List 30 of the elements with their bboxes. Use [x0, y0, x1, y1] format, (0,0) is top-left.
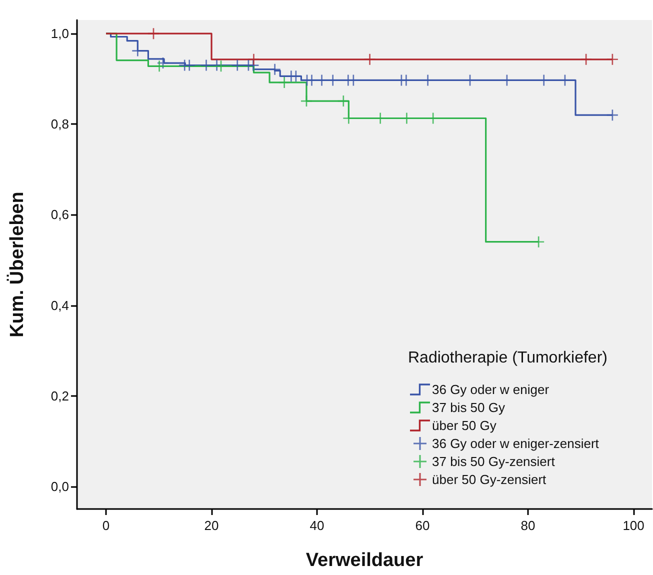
- x-tick-label: 20: [204, 518, 219, 533]
- legend-label: 37 bis 50 Gy: [432, 400, 506, 415]
- y-tick-label: 0,8: [50, 116, 69, 132]
- legend-label: 37 bis 50 Gy-zensiert: [432, 454, 556, 469]
- point: [200, 60, 212, 71]
- legend-label: über 50 Gy-zensiert: [432, 472, 547, 487]
- point: [606, 54, 618, 65]
- x-axis-title: Verweildauer: [306, 550, 424, 571]
- x-tick-label: 60: [415, 518, 430, 533]
- x-tick-label: 0: [102, 518, 110, 533]
- point: [248, 54, 260, 65]
- legend-label: 36 Gy oder w eniger: [432, 382, 550, 397]
- point: [338, 96, 349, 107]
- legend-title: Radiotherapie (Tumorkiefer): [408, 350, 608, 366]
- point: [232, 60, 243, 71]
- y-tick-label: 0,0: [50, 478, 69, 494]
- y-tick-label: 1,0: [50, 26, 69, 42]
- x-tick-label: 40: [310, 518, 324, 533]
- y-tick-label: 0,2: [50, 388, 69, 404]
- legend-label: 36 Gy oder w eniger-zensiert: [432, 436, 600, 451]
- y-tick-label: 0,4: [50, 298, 69, 313]
- legend-label: über 50 Gy: [432, 418, 497, 433]
- point: [364, 54, 376, 65]
- y-tick-label: 0,6: [50, 207, 69, 222]
- y-axis-title: Kum. Überleben: [6, 192, 28, 338]
- point: [184, 60, 195, 71]
- x-tick-label: 80: [520, 518, 536, 533]
- x-tick-label: 100: [622, 518, 644, 533]
- point: [580, 54, 592, 65]
- point: [278, 76, 290, 88]
